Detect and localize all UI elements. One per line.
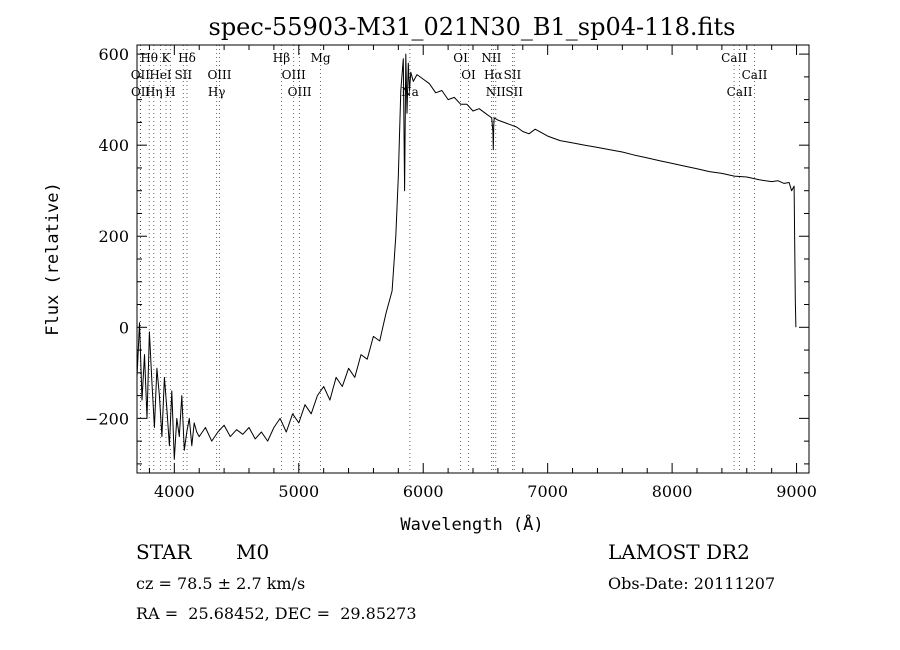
line-label-top: Hθ [140,51,158,65]
line-label-low: Hγ [208,85,226,99]
y-axis-label: Flux (relative) [43,182,63,336]
subclass: M0 [236,540,270,564]
x-tick-label: 7000 [527,482,568,501]
x-axis-label: Wavelength (Å) [400,513,543,535]
coordinates-text: RA = 25.68452, DEC = 29.85273 [136,604,417,623]
line-label-top: K [162,51,172,65]
line-label-top: Hβ [273,51,290,65]
line-label-low: OII [131,85,151,99]
line-label-top: OI [453,51,468,65]
spectrum-line [136,53,797,460]
line-label-mid: SII [504,68,522,82]
ticks [137,45,809,473]
y-tick-label: 0 [119,318,129,337]
line-label-low: H [165,85,175,99]
x-tick-label: 6000 [403,482,444,501]
line-label-top: CaII [721,51,747,65]
line-label-low: SII [505,85,523,99]
spectrum-series [136,53,797,460]
y-tick-label: −200 [85,409,129,428]
line-label-mid: Hα [484,68,503,82]
line-label-top: Mg [311,51,331,65]
line-label-mid: HeI [149,68,172,82]
x-tick-label: 4000 [154,482,195,501]
line-label-mid: OII [131,68,151,82]
y-tick-label: 400 [98,136,129,155]
object-class: STAR [136,540,192,564]
line-label-mid: OIII [207,68,231,82]
chart-title: spec-55903-M31_021N30_B1_sp04-118.fits [209,13,736,41]
line-label-mid: OIII [282,68,306,82]
line-label-low: Hη [145,85,163,99]
obs-date: Obs-Date: 20111207 [608,574,776,593]
x-tick-label: 9000 [776,482,817,501]
line-label-low: CaII [727,85,753,99]
y-tick-label: 200 [98,227,129,246]
tick-labels: 4000 5000 6000 7000 8000 9000 −200 0 200 400 600 [85,45,817,501]
line-label-low: OIII [288,85,312,99]
plot-frame [136,44,810,474]
y-tick-label: 600 [98,45,129,64]
line-label-top: NII [481,51,501,65]
x-tick-label: 8000 [652,482,693,501]
redshift-text: cz = 78.5 ± 2.7 km/s [136,574,306,593]
survey-name: LAMOST DR2 [608,540,750,564]
line-label-mid: OI [461,68,476,82]
line-label-mid: CaII [742,68,768,82]
line-label-mid: SII [174,68,192,82]
x-tick-label: 5000 [278,482,319,501]
line-label-top: Hδ [178,51,196,65]
line-label-low: NII [486,85,506,99]
